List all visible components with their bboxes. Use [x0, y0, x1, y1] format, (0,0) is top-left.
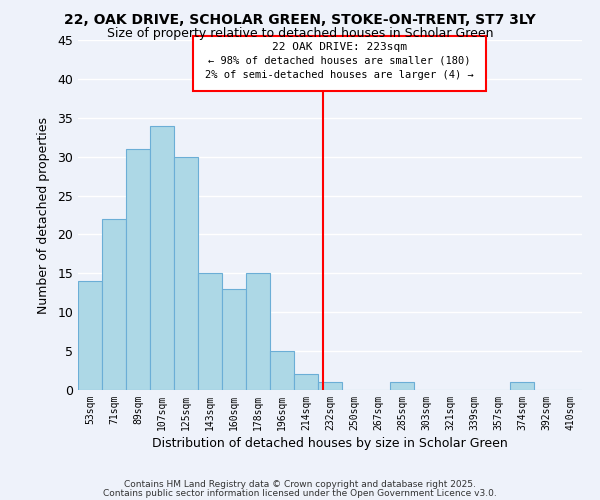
Bar — [102, 219, 126, 390]
Y-axis label: Number of detached properties: Number of detached properties — [37, 116, 50, 314]
Bar — [270, 351, 294, 390]
Bar — [198, 274, 222, 390]
Text: Contains HM Land Registry data © Crown copyright and database right 2025.: Contains HM Land Registry data © Crown c… — [124, 480, 476, 489]
Bar — [126, 149, 150, 390]
Bar — [318, 382, 342, 390]
Bar — [174, 156, 198, 390]
Bar — [150, 126, 174, 390]
Text: ← 98% of detached houses are smaller (180): ← 98% of detached houses are smaller (18… — [208, 56, 471, 66]
Text: Size of property relative to detached houses in Scholar Green: Size of property relative to detached ho… — [107, 28, 493, 40]
FancyBboxPatch shape — [193, 36, 486, 90]
Bar — [78, 281, 102, 390]
Bar — [222, 289, 246, 390]
Text: 2% of semi-detached houses are larger (4) →: 2% of semi-detached houses are larger (4… — [205, 70, 474, 81]
Text: 22, OAK DRIVE, SCHOLAR GREEN, STOKE-ON-TRENT, ST7 3LY: 22, OAK DRIVE, SCHOLAR GREEN, STOKE-ON-T… — [64, 12, 536, 26]
X-axis label: Distribution of detached houses by size in Scholar Green: Distribution of detached houses by size … — [152, 437, 508, 450]
Bar — [510, 382, 534, 390]
Bar — [390, 382, 414, 390]
Bar — [246, 274, 270, 390]
Text: Contains public sector information licensed under the Open Government Licence v3: Contains public sector information licen… — [103, 488, 497, 498]
Bar — [294, 374, 318, 390]
Text: 22 OAK DRIVE: 223sqm: 22 OAK DRIVE: 223sqm — [272, 42, 407, 51]
